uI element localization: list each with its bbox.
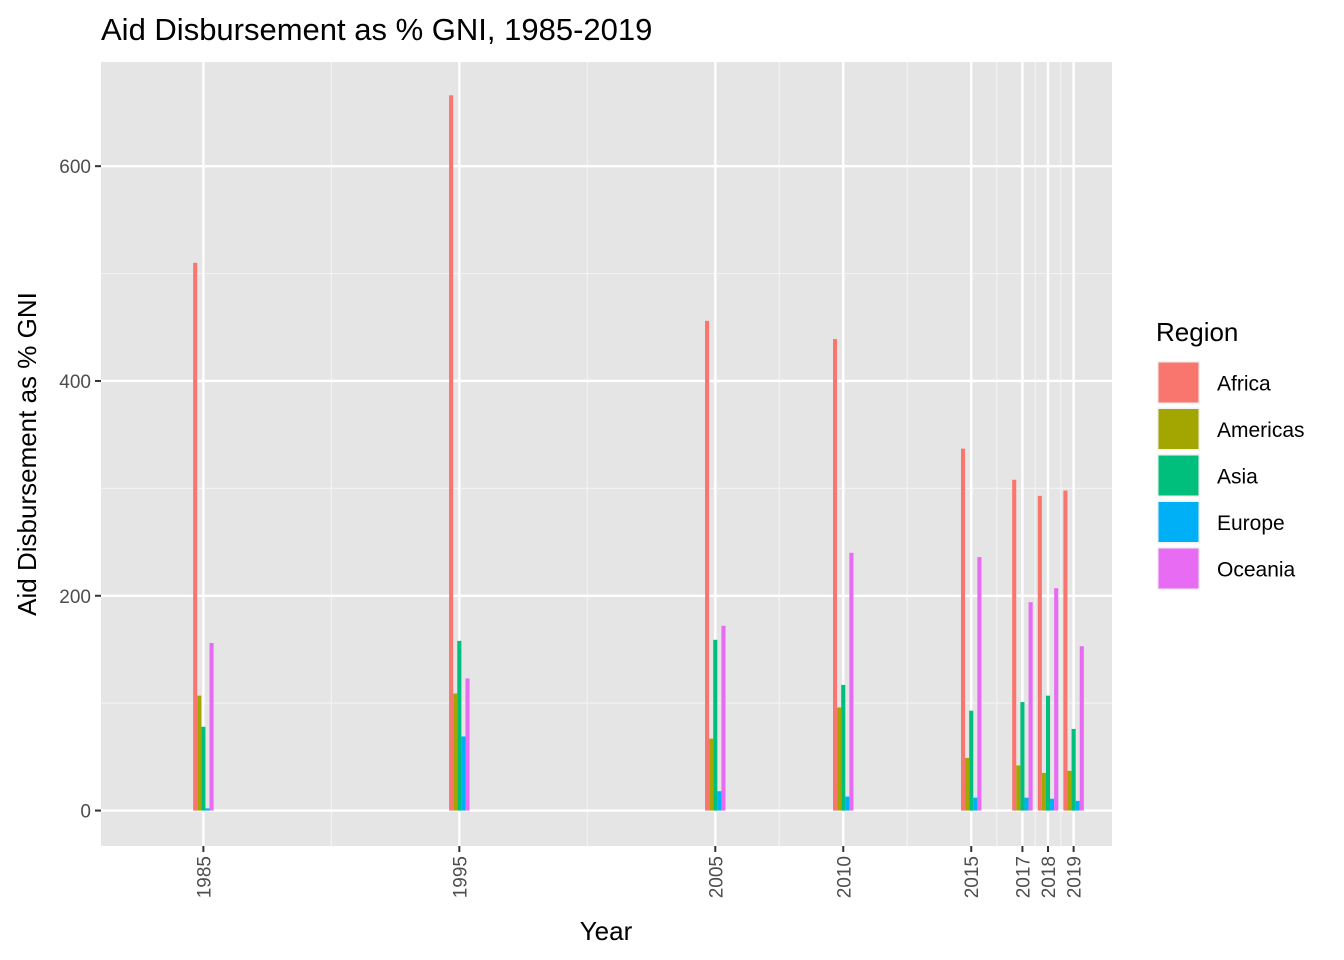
- bar-europe: [1075, 800, 1080, 811]
- bar-asia: [841, 684, 846, 811]
- y-axis: 0 200 400 600: [59, 157, 101, 823]
- legend-key-europe: [1158, 502, 1199, 542]
- bar-americas: [1016, 765, 1021, 811]
- bar-africa: [1012, 479, 1017, 811]
- y-tick-label: 600: [59, 157, 91, 178]
- bar-americas: [197, 695, 202, 811]
- bar-americas: [965, 757, 970, 811]
- x-tick-label: 1985: [194, 856, 215, 898]
- x-tick-label: 1995: [450, 856, 471, 898]
- x-tick-label: 2005: [706, 856, 727, 898]
- bar-africa: [705, 320, 710, 811]
- bar-europe: [845, 796, 850, 811]
- x-tick-label: 2015: [962, 856, 983, 898]
- bar-europe: [205, 808, 210, 811]
- bar-oceania: [849, 552, 854, 811]
- y-tick-label: 0: [80, 802, 91, 823]
- bar-americas: [837, 707, 842, 811]
- bar-africa: [449, 95, 454, 811]
- bar-oceania: [721, 625, 726, 811]
- major-gridlines: [101, 62, 1112, 846]
- bar-asia: [1020, 702, 1025, 811]
- legend-key-oceania: [1158, 548, 1199, 589]
- bars: [193, 95, 1084, 811]
- bar-oceania: [1054, 588, 1059, 811]
- bar-asia: [713, 639, 718, 811]
- bar-oceania: [209, 643, 214, 811]
- minor-gridlines: [101, 62, 1112, 846]
- legend-label: Africa: [1217, 373, 1271, 396]
- bar-europe: [1024, 797, 1029, 811]
- legend-key-africa: [1158, 362, 1199, 403]
- legend-key-americas: [1158, 409, 1199, 449]
- bar-europe: [461, 736, 466, 811]
- bar-americas: [1041, 772, 1046, 811]
- y-tick-label: 200: [59, 587, 91, 608]
- bar-asia: [1071, 728, 1076, 811]
- bar-africa: [1037, 495, 1042, 811]
- legend-key-asia: [1158, 455, 1199, 496]
- y-axis-title: Aid Disbursement as % GNI: [12, 292, 42, 616]
- legend: Region Africa Americas Asia Europe Oceania: [1156, 317, 1305, 590]
- legend-title: Region: [1156, 317, 1238, 347]
- bar-americas: [709, 738, 714, 811]
- bar-americas: [453, 693, 458, 811]
- x-tick-label: 2017: [1013, 856, 1034, 898]
- bar-africa: [833, 339, 838, 811]
- x-tick-label: 2018: [1039, 856, 1060, 898]
- bar-europe: [973, 797, 978, 811]
- legend-label: Oceania: [1217, 559, 1296, 582]
- bar-americas: [1067, 770, 1072, 811]
- chart-title: Aid Disbursement as % GNI, 1985-2019: [101, 12, 652, 47]
- x-axis-title: Year: [580, 916, 633, 946]
- bar-africa: [1063, 490, 1068, 811]
- bar-asia: [457, 640, 462, 811]
- bar-africa: [960, 448, 966, 811]
- bar-europe: [717, 791, 722, 811]
- legend-label: Asia: [1217, 466, 1258, 489]
- legend-label: Europe: [1217, 512, 1285, 535]
- bar-africa: [193, 262, 198, 811]
- bar-oceania: [977, 557, 982, 811]
- legend-label: Americas: [1217, 419, 1305, 442]
- bar-asia: [201, 726, 206, 811]
- bar-oceania: [1028, 602, 1033, 811]
- bar-asia: [969, 710, 974, 811]
- bar-europe: [1050, 798, 1055, 811]
- x-axis: 1985 1995 2005 2010 2015 2017 2018 2019: [194, 846, 1086, 898]
- bar-oceania: [465, 678, 470, 811]
- plot-panel: [101, 62, 1112, 846]
- bar-oceania: [1079, 646, 1084, 811]
- y-tick-label: 400: [59, 372, 91, 393]
- x-tick-label: 2019: [1065, 856, 1086, 898]
- bar-asia: [1045, 695, 1051, 811]
- x-tick-label: 2010: [834, 856, 855, 898]
